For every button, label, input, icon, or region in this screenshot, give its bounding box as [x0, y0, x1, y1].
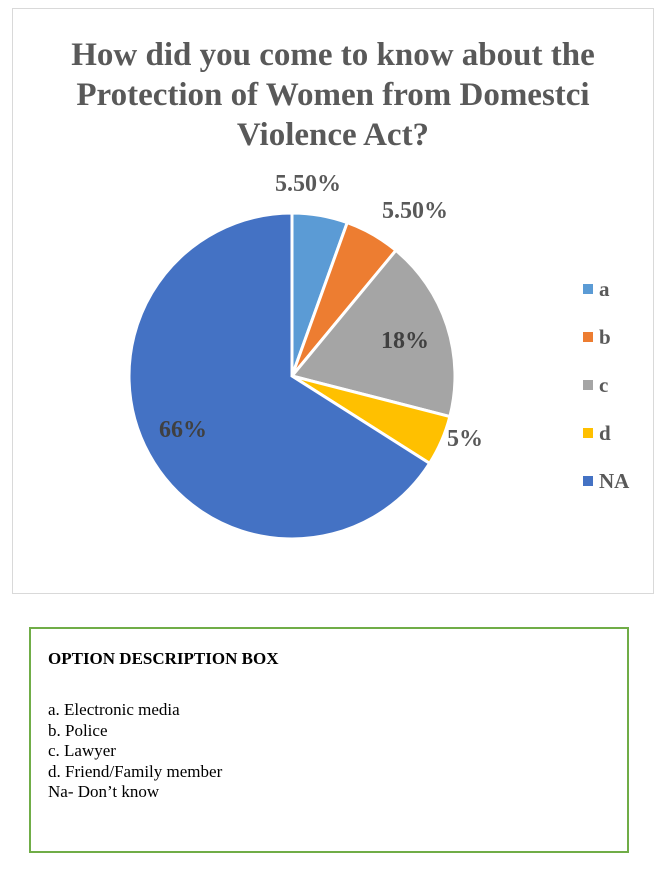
legend-swatch-na: [583, 476, 593, 486]
chart-legend: a b c d NA: [583, 265, 656, 505]
legend-swatch-a: [583, 284, 593, 294]
legend-label-na: NA: [599, 468, 630, 493]
legend-label-b: b: [599, 324, 611, 349]
legend-label-a: a: [599, 276, 610, 301]
data-label-na: 66%: [159, 417, 207, 443]
pie-slice-c: [289, 248, 457, 419]
legend-swatch-c: [583, 380, 593, 390]
legend-item-d: d: [583, 409, 656, 457]
chart-title: How did you come to know about the Prote…: [71, 37, 595, 153]
legend-item-c: c: [583, 361, 656, 409]
chart-container: How did you come to know about the Prote…: [12, 8, 654, 594]
legend-swatch-b: [583, 332, 593, 342]
data-label-c: 18%: [381, 328, 429, 354]
data-label-b: 5.50%: [382, 198, 448, 224]
description-list: a. Electronic media b. Police c. Lawyer …: [48, 700, 222, 803]
legend-item-na: NA: [583, 457, 656, 505]
legend-label-c: c: [599, 372, 609, 397]
option-description-box: OPTION DESCRIPTION BOX a. Electronic med…: [29, 627, 629, 853]
description-item-d: d. Friend/Family member: [48, 761, 223, 781]
legend-swatch-d: [583, 428, 593, 438]
pie-chart: 5.50% 5.50% 18% 5% 66%: [127, 171, 483, 541]
description-item-na: Na- Don’t know: [48, 782, 160, 801]
pie-slice-na: [127, 211, 432, 541]
description-item-a: a. Electronic media: [48, 700, 180, 719]
legend-label-d: d: [599, 420, 611, 445]
data-label-a: 5.50%: [275, 171, 341, 197]
description-heading: OPTION DESCRIPTION BOX: [48, 649, 279, 668]
description-item-c: c. Lawyer: [48, 741, 116, 760]
legend-item-b: b: [583, 313, 656, 361]
legend-item-a: a: [583, 265, 656, 313]
data-label-d: 5%: [447, 426, 483, 452]
description-item-b: b. Police: [48, 720, 108, 740]
